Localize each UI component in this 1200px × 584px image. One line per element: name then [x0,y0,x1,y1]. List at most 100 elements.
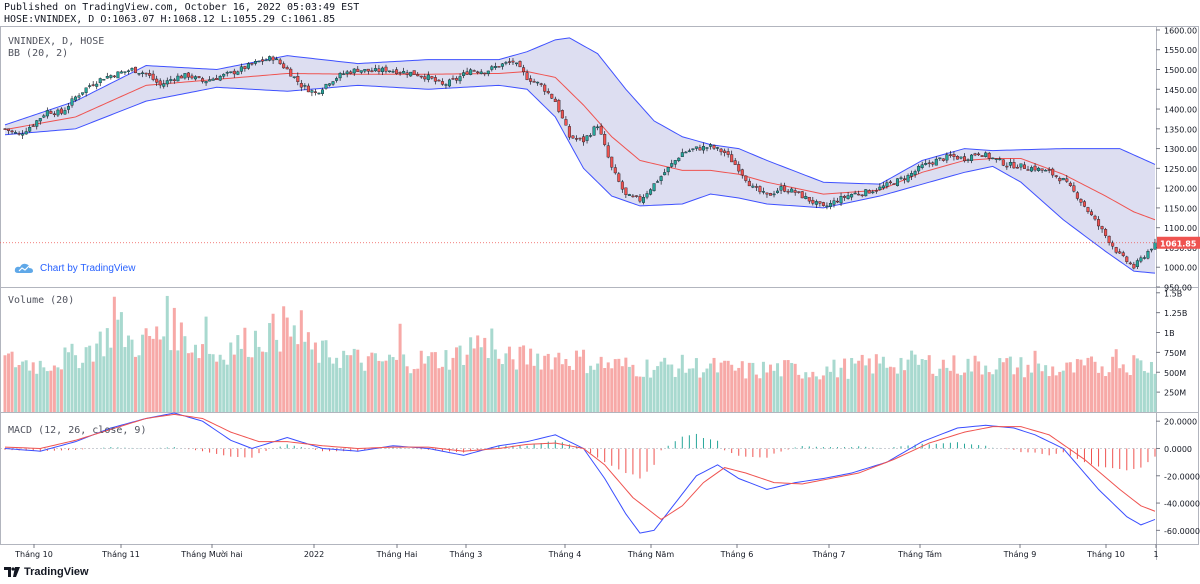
volume-axis-tick-label: 750M [1164,349,1186,358]
volume-bar [303,341,307,412]
volume-bar [1093,361,1097,412]
volume-bar [1097,372,1101,412]
volume-bar [606,362,610,412]
volume-axis-tick-label: 500M [1164,369,1186,378]
chart-credit-link[interactable]: Chart by TradingView [14,262,135,274]
candle-up [320,89,324,94]
candle-down [522,67,526,73]
volume-bar [469,337,473,412]
volume-bar [398,323,402,412]
volume-bar [670,364,674,412]
candle-up [1142,257,1146,259]
volume-bar [447,369,451,412]
candle-down [1114,247,1118,253]
candle-up [536,81,540,84]
candle-down [423,76,427,80]
volume-bar [747,362,751,412]
candle-down [511,60,515,63]
candle-up [328,83,332,86]
bollinger-band-fill [5,37,1155,274]
volume-bar [169,350,173,412]
volume-bar [811,371,815,412]
candle-up [864,189,868,197]
candle-up [236,71,240,75]
candle-down [398,72,402,74]
volume-bar [1125,372,1129,412]
candle-up [38,118,42,122]
volume-bar [776,363,780,412]
volume-bar [1104,376,1108,412]
candle-down [1047,169,1051,171]
candle-up [906,175,910,182]
candle-down [1093,215,1097,220]
volume-bar [641,376,645,412]
candle-down [112,75,116,78]
candle-down [299,83,303,88]
candle-up [292,76,296,78]
candle-up [945,154,949,161]
volume-bar [1044,365,1048,412]
volume-bar [95,343,99,412]
volume-bar [691,368,695,412]
volume-bar [680,354,684,412]
volume-bar [416,368,420,412]
volume-bar [299,310,303,412]
candle-up [310,90,314,93]
volume-bar [560,364,564,412]
candle-down [430,76,434,79]
volume-bar [342,350,346,412]
candle-up [363,69,367,72]
volume-bar [804,372,808,412]
volume-bar [24,360,28,412]
candle-down [306,85,310,93]
volume-bar [543,355,547,412]
volume-bar [366,356,370,412]
volume-bar [409,373,413,412]
volume-bar [751,362,755,412]
candle-up [426,74,430,80]
candle-down [843,195,847,198]
volume-bar [197,358,201,412]
volume-bar [578,356,582,412]
candle-down [1090,211,1094,216]
candle-down [1086,207,1090,213]
candle-up [74,96,78,101]
candle-down [1104,229,1108,236]
time-axis-tick-label: Tháng 4 [548,550,582,559]
macd-axis-tick-label: 20.0000 [1164,418,1197,427]
candle-up [345,71,349,75]
candle-up [913,171,917,175]
candle-up [828,203,832,207]
volume-bar [218,354,222,412]
candle-up [388,70,392,73]
volume-bar [91,361,95,412]
candle-up [335,78,339,81]
candle-down [148,73,152,76]
volume-bar [1051,366,1055,412]
volume-bar [571,369,575,412]
candle-down [3,128,7,130]
footer-brand-text: TradingView [24,566,89,578]
volume-bar [320,340,324,412]
volume-bar [1008,356,1012,412]
candle-up [846,195,850,199]
candle-up [268,56,272,61]
volume-bar [843,358,847,412]
candle-down [973,153,977,156]
volume-bar [3,355,7,412]
volume-bar [895,373,899,412]
time-axis-tick-label: Tháng 9 [1003,550,1037,559]
candle-down [797,191,801,193]
candle-down [582,136,586,143]
volume-bar [814,376,818,412]
candle-up [56,109,60,116]
volume-bar [412,369,416,412]
volume-bar [268,323,272,412]
time-axis-tick-label: Tháng 10 [14,550,53,559]
candle-up [684,151,688,154]
candle-up [1135,260,1139,267]
bollinger-label: BB (20, 2) [8,48,69,59]
candle-up [257,60,261,63]
volume-bar [553,357,557,412]
volume-bar [1061,370,1065,412]
